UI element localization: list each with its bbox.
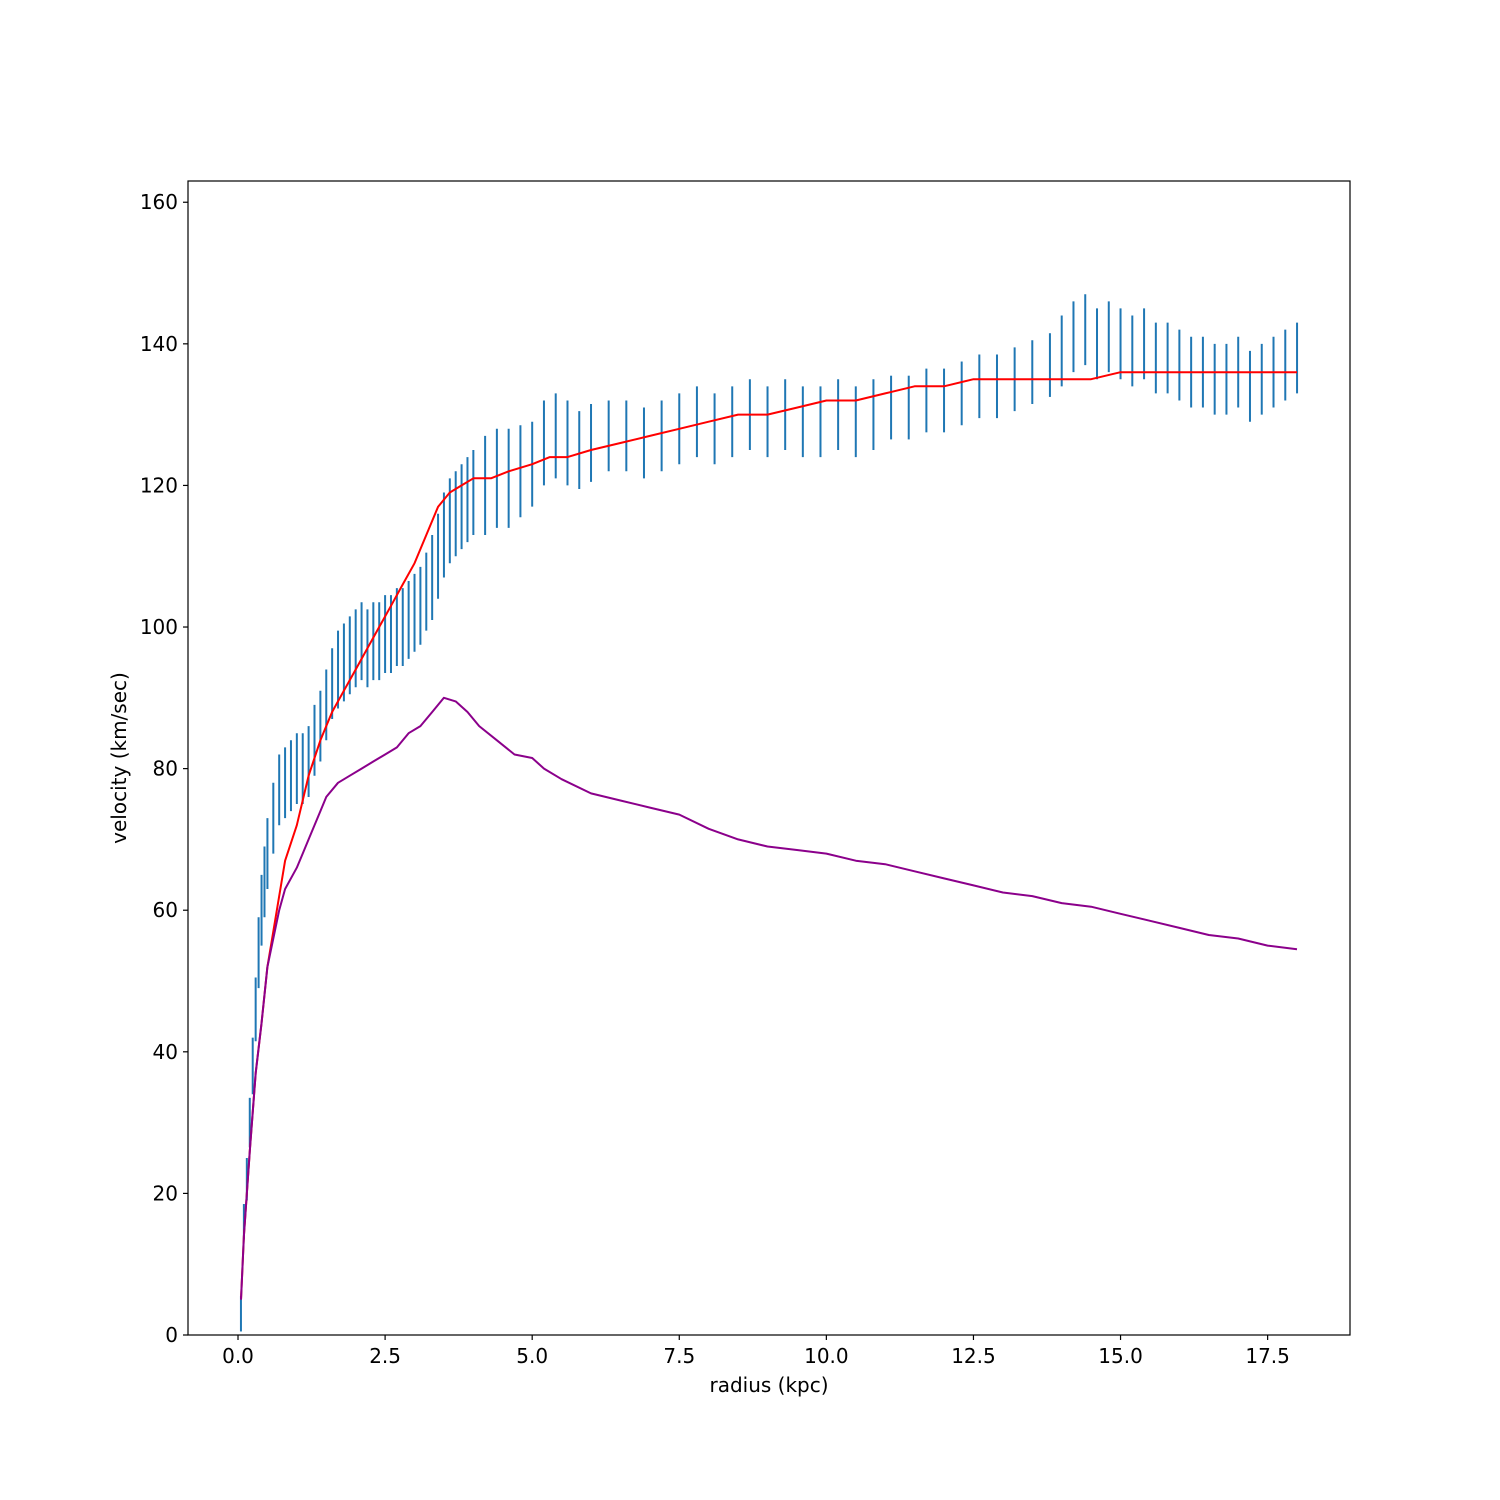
y-tick-label: 0 — [165, 1323, 178, 1347]
y-tick-label: 60 — [153, 898, 178, 922]
x-tick-label: 17.5 — [1245, 1344, 1290, 1368]
x-axis-label: radius (kpc) — [709, 1373, 828, 1397]
x-tick-label: 0.0 — [222, 1344, 254, 1368]
x-tick-label: 5.0 — [516, 1344, 548, 1368]
x-tick-label: 15.0 — [1098, 1344, 1143, 1368]
errorbar-series — [239, 294, 1299, 1332]
y-tick-label: 100 — [140, 615, 178, 639]
x-tick-label: 12.5 — [951, 1344, 996, 1368]
y-tick-label: 20 — [153, 1181, 178, 1205]
y-tick-label: 160 — [140, 190, 178, 214]
y-axis-label: velocity (km/sec) — [107, 672, 131, 844]
x-tick-label: 7.5 — [663, 1344, 695, 1368]
model-total-line — [240, 371, 1297, 1300]
plot-marks — [239, 294, 1299, 1332]
x-tick-label: 2.5 — [369, 1344, 401, 1368]
x-tick-label: 10.0 — [804, 1344, 849, 1368]
y-axis-ticks: 0 20 40 60 80 100 120 140 160 — [140, 190, 188, 1347]
x-axis-ticks: 0.0 2.5 5.0 7.5 10.0 12.5 15.0 17.5 — [222, 1335, 1290, 1368]
plot-frame — [187, 180, 1351, 1336]
y-tick-label: 80 — [153, 757, 178, 781]
y-tick-label: 140 — [140, 332, 178, 356]
model-component-line — [240, 696, 1298, 1300]
y-tick-label: 120 — [140, 473, 178, 497]
y-tick-label: 40 — [153, 1040, 178, 1064]
